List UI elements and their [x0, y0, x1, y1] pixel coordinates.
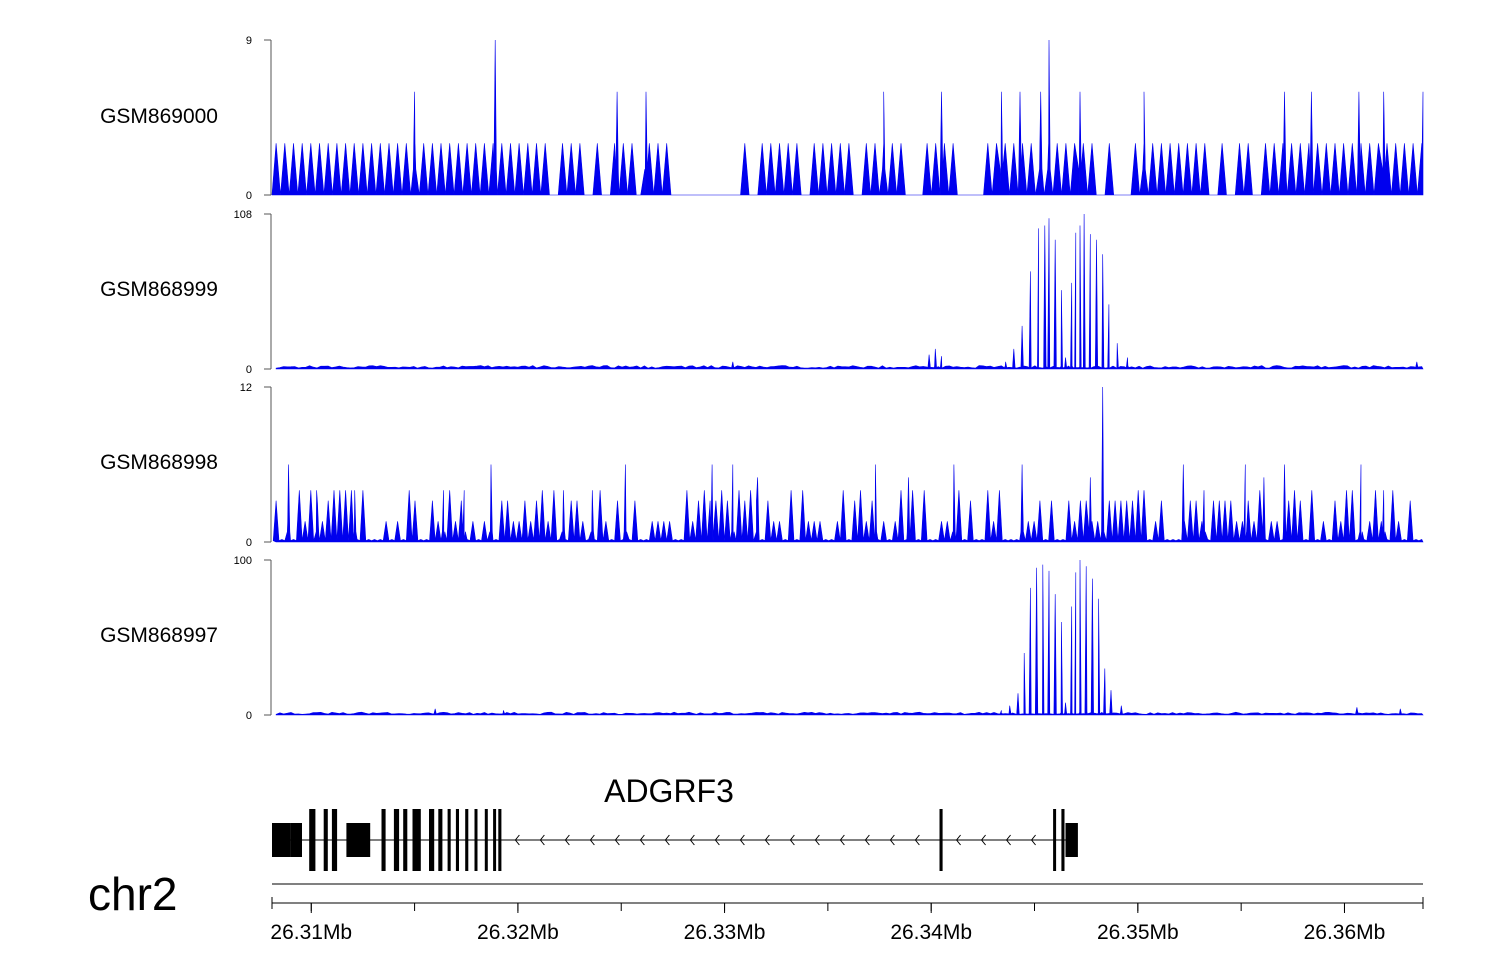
signal-area-GSM868999 [275, 213, 1424, 370]
exon-11 [429, 809, 435, 871]
strand-arrow [864, 834, 870, 846]
strand-arrow [664, 834, 670, 846]
strand-arrow [955, 834, 961, 846]
signal-area-GSM869000 [271, 39, 1424, 196]
y-axis-max-label: 100 [234, 555, 252, 567]
strand-arrow [914, 834, 920, 846]
exon-18 [493, 809, 497, 871]
exon-3 [309, 809, 316, 871]
exon-16 [474, 809, 478, 871]
exon-13 [447, 809, 451, 871]
strand-arrow [514, 834, 520, 846]
y-axis-min-label: 0 [246, 364, 252, 376]
exon-8 [393, 809, 400, 871]
track-label-GSM868999: GSM868999 [100, 278, 218, 301]
exon-7 [381, 809, 386, 871]
strand-arrow [1030, 834, 1036, 846]
y-axis-max-label: 12 [240, 382, 252, 394]
exon-10 [412, 809, 421, 871]
x-axis-tick-label: 26.35Mb [1097, 921, 1179, 944]
exon-1 [272, 823, 291, 857]
exon-9 [403, 809, 408, 871]
strand-arrow [589, 834, 595, 846]
y-axis-min-label: 0 [246, 537, 252, 549]
exon-20 [939, 809, 943, 871]
exon-15 [465, 809, 469, 871]
strand-arrow [889, 834, 895, 846]
y-axis-max-label: 108 [234, 209, 252, 221]
strand-arrow [564, 834, 570, 846]
strand-arrow [714, 834, 720, 846]
strand-arrow [980, 834, 986, 846]
exon-17 [484, 809, 488, 871]
exon-2 [290, 823, 302, 857]
signal-area-GSM868998 [272, 386, 1424, 543]
x-axis-tick-label: 26.31Mb [270, 921, 352, 944]
x-axis-tick-label: 26.36Mb [1304, 921, 1386, 944]
exon-6 [346, 823, 371, 857]
chromosome-label: chr2 [88, 868, 177, 920]
strand-arrow [789, 834, 795, 846]
x-axis-tick-label: 26.33Mb [684, 921, 766, 944]
track-label-GSM868997: GSM868997 [100, 624, 218, 647]
signal-area-GSM868997 [275, 559, 1424, 716]
gene-name-label: ADGRF3 [604, 773, 734, 809]
exon-5 [331, 809, 338, 871]
strand-arrow [539, 834, 545, 846]
y-axis-min-label: 0 [246, 710, 252, 722]
track-label-GSM869000: GSM869000 [100, 105, 218, 128]
strand-arrow [839, 834, 845, 846]
strand-arrow [639, 834, 645, 846]
exon-4 [323, 809, 328, 871]
exon-23 [1065, 823, 1078, 857]
x-axis-tick-label: 26.34Mb [890, 921, 972, 944]
track-label-GSM868998: GSM868998 [100, 451, 218, 474]
strand-arrow [689, 834, 695, 846]
exon-19 [498, 809, 502, 871]
strand-arrow [739, 834, 745, 846]
y-axis-max-label: 9 [246, 35, 252, 47]
strand-arrow [764, 834, 770, 846]
strand-arrow [1005, 834, 1011, 846]
exon-14 [455, 809, 459, 871]
y-axis-min-label: 0 [246, 190, 252, 202]
strand-arrow [814, 834, 820, 846]
strand-arrow [614, 834, 620, 846]
x-axis-tick-label: 26.32Mb [477, 921, 559, 944]
exon-21 [1053, 809, 1057, 871]
exon-22 [1061, 809, 1065, 871]
exon-12 [438, 809, 443, 871]
